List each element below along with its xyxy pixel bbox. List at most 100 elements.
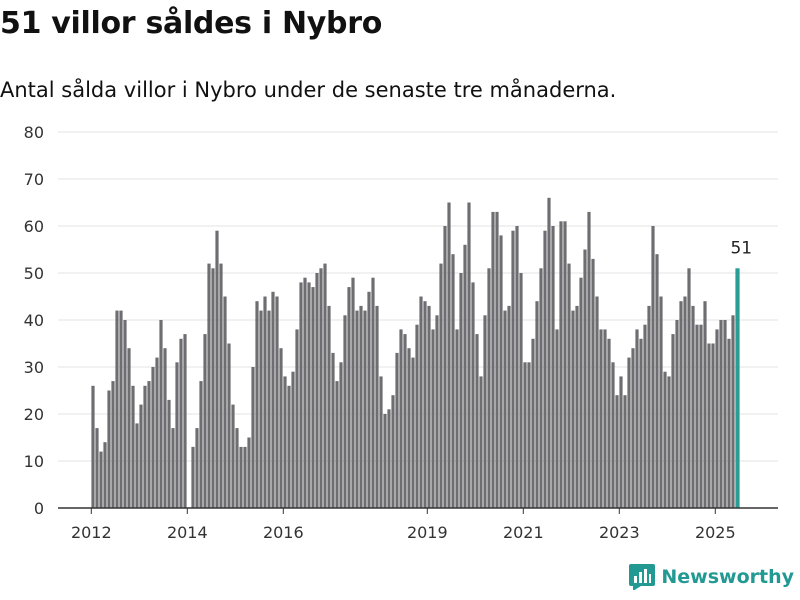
bar: [103, 442, 107, 508]
bar: [355, 310, 359, 508]
bar: [375, 305, 379, 508]
bar: [547, 197, 551, 509]
bar: [699, 324, 703, 508]
bar: [483, 315, 487, 508]
bar: [159, 320, 163, 508]
bar: [475, 334, 479, 508]
bar: [175, 362, 179, 508]
bar: [291, 371, 295, 508]
bar: [215, 230, 219, 508]
bar: [339, 362, 343, 508]
bar: [315, 273, 319, 508]
bar: [151, 367, 155, 508]
bar: [179, 338, 183, 508]
bar: [659, 296, 663, 508]
bar: [223, 296, 227, 508]
y-tick-label: 10: [24, 452, 44, 471]
bar: [527, 362, 531, 508]
bar: [227, 343, 231, 508]
bar: [463, 244, 467, 509]
bar: [523, 362, 527, 508]
highlight-bar: [735, 268, 740, 508]
bar: [283, 376, 287, 508]
bar: [239, 446, 243, 508]
chart-title: 51 villor såldes i Nybro: [0, 6, 383, 41]
bar: [251, 367, 255, 508]
bar: [651, 226, 655, 508]
bar: [715, 329, 719, 508]
bar: [567, 263, 571, 508]
bar: [447, 202, 451, 508]
bar: [363, 310, 367, 508]
bar: [563, 221, 567, 509]
x-tick-label: 2012: [71, 523, 112, 542]
y-tick-label: 50: [24, 264, 44, 283]
bar: [631, 348, 635, 508]
bar: [295, 329, 299, 508]
bar: [311, 287, 315, 508]
bar: [487, 268, 491, 508]
bar: [723, 320, 727, 508]
bar: [599, 329, 603, 508]
bar: [559, 221, 563, 509]
bar: [403, 334, 407, 508]
bar: [111, 381, 115, 508]
bar: [499, 235, 503, 508]
bar: [679, 301, 683, 508]
bar: [639, 338, 643, 508]
bar: [727, 338, 731, 508]
bar-chart: 0 10 20 30 40 50 60 70 80 2012 2014 2016 2019 2021 202…: [24, 123, 778, 542]
bar: [443, 226, 447, 508]
bar: [399, 329, 403, 508]
bar: [455, 329, 459, 508]
bar: [347, 287, 351, 508]
bar: [615, 395, 619, 508]
bar: [655, 254, 659, 508]
bar: [207, 263, 211, 508]
bar: [471, 282, 475, 508]
bar: [683, 296, 687, 508]
y-tick-label: 80: [24, 123, 44, 142]
bar: [279, 348, 283, 508]
x-tick-label: 2014: [167, 523, 208, 542]
bar: [391, 395, 395, 508]
bar: [395, 352, 399, 508]
bar: [511, 230, 515, 508]
bar: [323, 263, 327, 508]
bar: [495, 211, 499, 508]
bar: [707, 343, 711, 508]
bar: [351, 277, 355, 508]
bar: [379, 376, 383, 508]
bar: [451, 254, 455, 508]
bar: [139, 404, 143, 508]
bar: [539, 268, 543, 508]
bar: [231, 404, 235, 508]
bar: [123, 320, 127, 508]
bar: [287, 385, 291, 508]
bar: [671, 334, 675, 508]
bar: [435, 315, 439, 508]
chart-subtitle: Antal sålda villor i Nybro under de sena…: [0, 78, 617, 102]
bar: [535, 301, 539, 508]
bar: [703, 301, 707, 508]
bar: [143, 385, 147, 508]
bar: [439, 263, 443, 508]
bar: [343, 315, 347, 508]
bar: [211, 268, 215, 508]
bar: [731, 315, 735, 508]
bar: [383, 414, 387, 508]
bar: [411, 357, 415, 508]
bar: [623, 395, 627, 508]
bar: [267, 310, 271, 508]
bar: [167, 399, 171, 508]
newsworthy-logo-icon: [629, 564, 656, 590]
bar: [419, 296, 423, 508]
bar: [195, 428, 199, 508]
bar: [719, 320, 723, 508]
bar: [235, 428, 239, 508]
newsworthy-brand[interactable]: Newsworthy: [629, 564, 794, 590]
bar: [479, 376, 483, 508]
bar: [591, 258, 595, 508]
bar: [91, 385, 95, 508]
bar: [607, 338, 611, 508]
